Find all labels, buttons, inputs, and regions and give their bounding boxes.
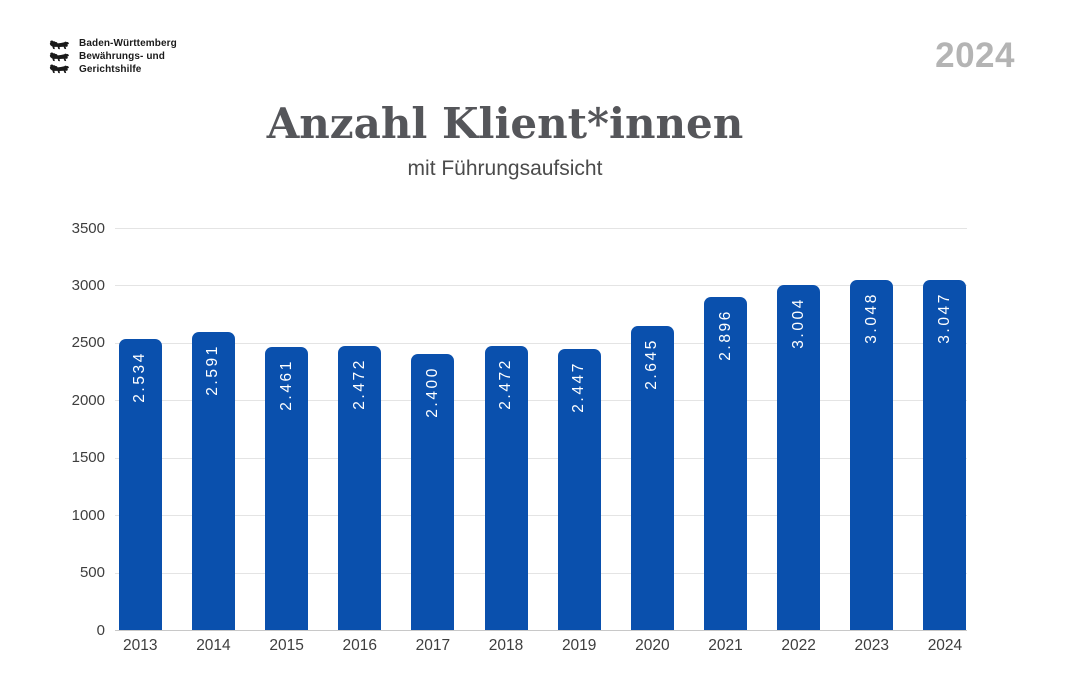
bar-value-label: 2.591 [204, 344, 222, 397]
bar: 2.645 [630, 326, 674, 630]
x-tick-label: 2018 [488, 637, 524, 654]
logo-text: Baden-Württemberg Bewährungs- und Gerich… [79, 37, 177, 76]
bar: 2.896 [704, 297, 747, 630]
bar-value-label: 2.461 [277, 359, 295, 412]
chart-subtitle: mit Führungsaufsicht [407, 157, 603, 180]
bar-value-label: 2.534 [131, 350, 149, 403]
bar: 3.004 [777, 284, 821, 630]
y-tick-label: 3500 [71, 219, 105, 237]
year-badge: 2024 [935, 36, 1015, 75]
y-tick-label: 500 [79, 564, 105, 582]
gridline [115, 400, 967, 402]
y-tick-label: 2000 [71, 391, 105, 409]
bar: 2.461 [265, 347, 309, 630]
bar-value-label: 2.472 [350, 358, 368, 410]
logo-text-line: Bewährungs- und [79, 51, 165, 62]
x-tick-label: 2021 [708, 637, 743, 654]
x-tick-label: 2023 [854, 637, 890, 654]
bar: 2.447 [557, 348, 601, 630]
logo-text-line: Gerichtshilfe [79, 64, 142, 75]
x-tick-label: 2013 [123, 637, 158, 654]
gridline [115, 285, 967, 287]
bar: 2.591 [191, 332, 235, 630]
title-block: Anzahl Klient*innen mit Führungsaufsicht [0, 98, 1010, 182]
x-tick-label: 2014 [196, 637, 231, 654]
x-tick-label: 2016 [342, 637, 377, 654]
bar: 2.472 [484, 346, 528, 630]
x-tick-label: 2019 [561, 637, 597, 654]
lion-icon [49, 51, 69, 61]
bw-coat-of-arms [48, 39, 70, 74]
bar: 2.400 [411, 354, 455, 630]
y-tick-label: 0 [96, 621, 105, 639]
bw-logo: Baden-Württemberg Bewährungs- und Gerich… [48, 37, 177, 76]
bar: 3.048 [850, 279, 894, 630]
gridline [115, 457, 967, 459]
bar-value-label: 2.645 [643, 338, 661, 390]
x-tick-label: 2015 [269, 637, 304, 654]
bar: 3.047 [923, 280, 967, 630]
bar: 2.472 [338, 346, 382, 630]
lion-icon [49, 63, 69, 73]
gridline [115, 572, 967, 574]
x-tick-label: 2024 [927, 637, 963, 654]
x-tick-label: 2022 [781, 637, 816, 654]
y-tick-label: 3000 [71, 276, 105, 294]
bar: 2.534 [118, 338, 162, 630]
y-tick-label: 2500 [71, 334, 105, 352]
bar-value-label: 3.048 [862, 291, 880, 344]
logo-text-line: Baden-Württemberg [79, 38, 177, 49]
bar-value-label: 2.447 [570, 360, 588, 413]
x-axis-baseline [115, 630, 967, 631]
x-tick-label: 2017 [415, 637, 451, 654]
gridline [115, 342, 967, 344]
chart-title: Anzahl Klient*innen [266, 99, 744, 148]
bar-value-label: 2.472 [497, 358, 515, 410]
lion-icon [49, 39, 69, 49]
bar-value-label: 3.047 [935, 292, 953, 344]
y-tick-label: 1500 [71, 449, 105, 467]
y-tick-label: 1000 [71, 506, 105, 524]
bar-value-label: 2.896 [716, 309, 734, 362]
bar-value-label: 2.400 [423, 366, 441, 419]
gridline [115, 515, 967, 517]
gridline [115, 228, 967, 229]
x-tick-label: 2020 [635, 637, 670, 654]
bar-value-label: 3.004 [789, 296, 807, 349]
